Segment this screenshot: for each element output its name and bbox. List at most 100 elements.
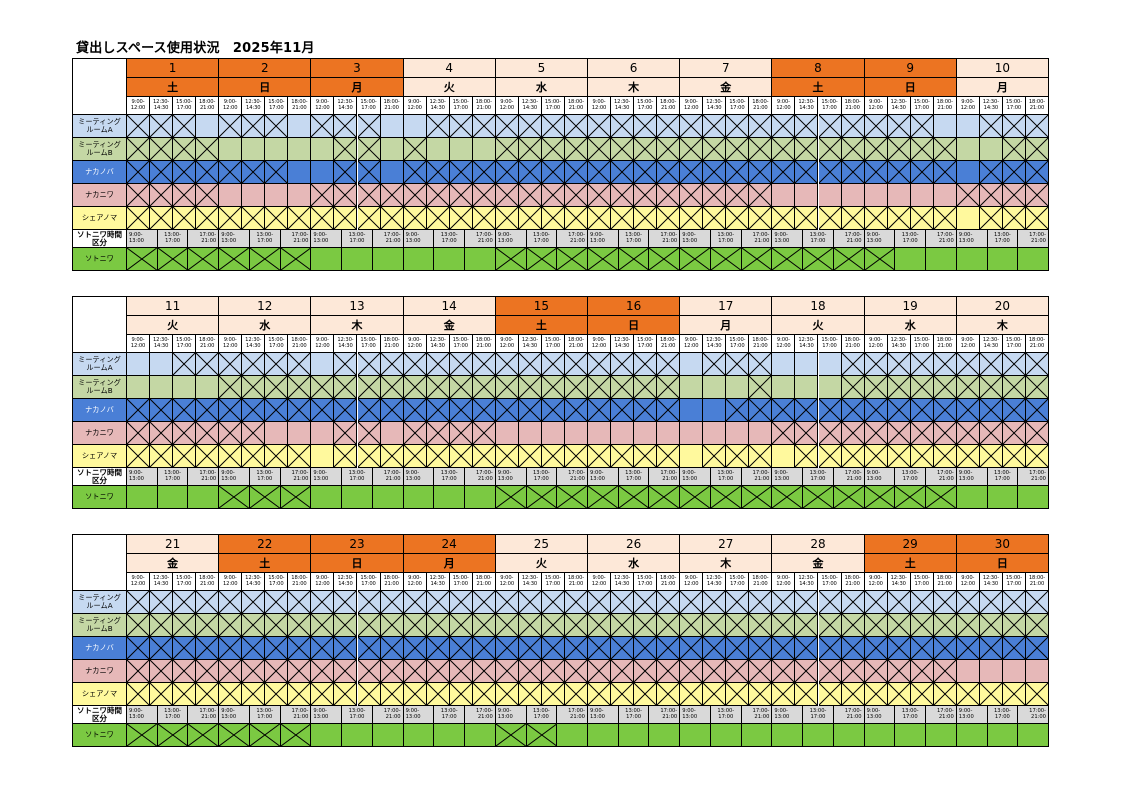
slot-cell-sotoniwa[interactable] [741,248,773,271]
slot-cell-nakanoba[interactable] [357,399,381,422]
slot-cell-nakanoba[interactable] [150,399,174,422]
slot-cell-ma[interactable] [933,115,957,138]
slot-cell-mb[interactable] [726,138,750,161]
slot-cell-sheanoma[interactable] [357,207,381,230]
slot-cell-mb[interactable] [910,376,934,399]
slot-cell-nakaniwa[interactable] [956,660,980,683]
slot-cell-mb[interactable] [127,614,151,637]
slot-cell-mb[interactable] [541,376,565,399]
slot-cell-ma[interactable] [634,353,658,376]
slot-cell-sotoniwa[interactable] [280,248,312,271]
slot-cell-sotoniwa[interactable] [342,486,373,509]
slot-cell-nakanoba[interactable] [703,399,727,422]
slot-cell-ma[interactable] [265,353,289,376]
slot-cell-ma[interactable] [495,591,519,614]
slot-cell-nakanoba[interactable] [772,399,796,422]
slot-cell-nakaniwa[interactable] [956,184,980,207]
slot-cell-ma[interactable] [564,591,588,614]
slot-cell-sheanoma[interactable] [242,683,266,706]
slot-cell-ma[interactable] [772,115,796,138]
slot-cell-nakanoba[interactable] [657,399,681,422]
slot-cell-nakaniwa[interactable] [357,422,381,445]
slot-cell-nakaniwa[interactable] [979,184,1003,207]
slot-cell-mb[interactable] [426,376,450,399]
slot-cell-sotoniwa[interactable] [526,724,558,747]
slot-cell-mb[interactable] [680,376,704,399]
slot-cell-ma[interactable] [864,353,888,376]
slot-cell-sheanoma[interactable] [426,683,450,706]
slot-cell-mb[interactable] [288,376,312,399]
slot-cell-nakaniwa[interactable] [564,422,588,445]
slot-cell-ma[interactable] [1025,591,1049,614]
slot-cell-ma[interactable] [196,115,220,138]
slot-cell-nakanoba[interactable] [726,399,750,422]
slot-cell-nakanoba[interactable] [541,161,565,184]
slot-cell-nakanoba[interactable] [357,161,381,184]
slot-cell-ma[interactable] [726,115,750,138]
slot-cell-nakaniwa[interactable] [795,660,819,683]
slot-cell-mb[interactable] [657,376,681,399]
slot-cell-mb[interactable] [933,376,957,399]
slot-cell-sotoniwa[interactable] [434,486,466,509]
slot-cell-sheanoma[interactable] [795,207,819,230]
slot-cell-sotoniwa[interactable] [249,724,281,747]
slot-cell-ma[interactable] [426,115,450,138]
slot-cell-nakaniwa[interactable] [173,660,197,683]
slot-cell-ma[interactable] [219,115,243,138]
slot-cell-nakanoba[interactable] [749,399,773,422]
slot-cell-nakanoba[interactable] [173,161,197,184]
slot-cell-mb[interactable] [265,614,289,637]
slot-cell-sotoniwa[interactable] [833,248,865,271]
slot-cell-mb[interactable] [196,376,220,399]
slot-cell-mb[interactable] [472,376,496,399]
slot-cell-nakaniwa[interactable] [841,184,865,207]
slot-cell-mb[interactable] [979,614,1003,637]
slot-cell-sheanoma[interactable] [841,445,865,468]
slot-cell-sheanoma[interactable] [910,683,934,706]
slot-cell-sheanoma[interactable] [703,445,727,468]
slot-cell-mb[interactable] [449,614,473,637]
slot-cell-mb[interactable] [219,376,243,399]
slot-cell-ma[interactable] [795,591,819,614]
slot-cell-nakaniwa[interactable] [588,660,612,683]
slot-cell-sotoniwa[interactable] [772,724,804,747]
slot-cell-sheanoma[interactable] [979,445,1003,468]
slot-cell-ma[interactable] [818,353,842,376]
slot-cell-mb[interactable] [1025,614,1049,637]
slot-cell-sheanoma[interactable] [173,683,197,706]
slot-cell-sheanoma[interactable] [1002,207,1026,230]
slot-cell-mb[interactable] [242,138,266,161]
slot-cell-ma[interactable] [864,591,888,614]
slot-cell-nakanoba[interactable] [518,399,542,422]
slot-cell-sotoniwa[interactable] [895,486,927,509]
slot-cell-ma[interactable] [541,591,565,614]
slot-cell-ma[interactable] [518,591,542,614]
slot-cell-sheanoma[interactable] [588,445,612,468]
slot-cell-mb[interactable] [173,376,197,399]
slot-cell-ma[interactable] [150,115,174,138]
slot-cell-ma[interactable] [564,115,588,138]
slot-cell-sheanoma[interactable] [357,683,381,706]
slot-cell-nakaniwa[interactable] [357,660,381,683]
slot-cell-sheanoma[interactable] [196,207,220,230]
slot-cell-nakanoba[interactable] [841,637,865,660]
slot-cell-sheanoma[interactable] [611,683,635,706]
slot-cell-ma[interactable] [472,591,496,614]
slot-cell-mb[interactable] [749,138,773,161]
slot-cell-mb[interactable] [818,376,842,399]
slot-cell-ma[interactable] [795,115,819,138]
slot-cell-nakanoba[interactable] [611,399,635,422]
slot-cell-ma[interactable] [703,353,727,376]
slot-cell-nakanoba[interactable] [818,637,842,660]
slot-cell-nakaniwa[interactable] [311,184,335,207]
slot-cell-sheanoma[interactable] [127,445,151,468]
slot-cell-ma[interactable] [749,115,773,138]
slot-cell-sheanoma[interactable] [818,207,842,230]
slot-cell-sheanoma[interactable] [518,207,542,230]
slot-cell-nakaniwa[interactable] [426,422,450,445]
slot-cell-sheanoma[interactable] [495,445,519,468]
slot-cell-sotoniwa[interactable] [188,724,220,747]
slot-cell-mb[interactable] [334,376,358,399]
slot-cell-nakanoba[interactable] [841,399,865,422]
slot-cell-ma[interactable] [472,115,496,138]
